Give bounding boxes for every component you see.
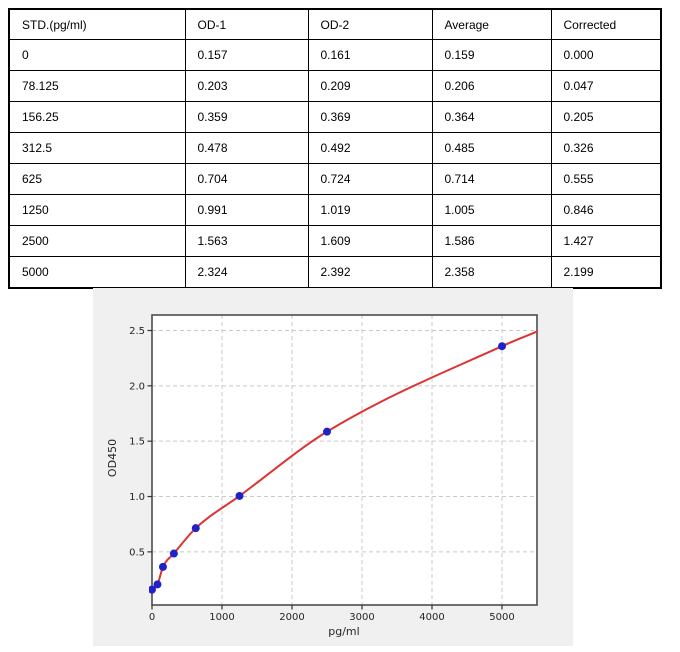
table-cell: 0.485	[431, 132, 552, 164]
table-cell: 0.159	[431, 39, 552, 71]
table-cell: 0.991	[184, 194, 309, 226]
table-cell: 0.205	[550, 101, 662, 133]
header-cell: Corrected	[550, 8, 662, 40]
table-cell: 0.359	[184, 101, 309, 133]
table-cell: 312.5	[8, 132, 186, 164]
table-cell: 625	[8, 163, 186, 195]
table-cell: 1.019	[307, 194, 433, 226]
table-row: 156.25 0.359 0.369 0.364 0.205	[8, 101, 662, 133]
table-cell: 0.492	[307, 132, 433, 164]
table-cell: 0.157	[184, 39, 309, 71]
header-cell: OD-2	[307, 8, 433, 40]
table-cell: 0.206	[431, 70, 552, 102]
table-cell: 156.25	[8, 101, 186, 133]
table-cell: 0.555	[550, 163, 662, 195]
table-cell: 0.369	[307, 101, 433, 133]
table-row: 0 0.157 0.161 0.159 0.000	[8, 39, 662, 71]
table-cell: 78.125	[8, 70, 186, 102]
table-cell: 2.392	[307, 256, 433, 289]
table-cell: 0.724	[307, 163, 433, 195]
table-cell: 0	[8, 39, 186, 71]
table-row: 625 0.704 0.724 0.714 0.555	[8, 163, 662, 195]
table-cell: 5000	[8, 256, 186, 289]
table-cell: 1.005	[431, 194, 552, 226]
svg-text:2000: 2000	[279, 612, 304, 623]
table-cell: 0.209	[307, 70, 433, 102]
table-cell: 0.846	[550, 194, 662, 226]
svg-text:3000: 3000	[349, 612, 374, 623]
table-cell: 0.704	[184, 163, 309, 195]
svg-text:1.0: 1.0	[129, 492, 145, 503]
svg-text:5000: 5000	[489, 612, 514, 623]
table-cell: 2.358	[431, 256, 552, 289]
chart-panel: 0 1000 2000 3000 4000 5000 0.5 1.0 1.5 2.0 2.5 pg/…	[93, 288, 573, 646]
svg-text:1.5: 1.5	[129, 437, 145, 448]
x-axis-label: pg/ml	[328, 625, 359, 638]
table-cell: 0.714	[431, 163, 552, 195]
table-cell: 1.609	[307, 225, 433, 257]
table-cell: 2.199	[550, 256, 662, 289]
svg-text:2.5: 2.5	[129, 326, 145, 337]
table-cell: 1.427	[550, 225, 662, 257]
table-cell: 2500	[8, 225, 186, 257]
table-cell: 0.000	[550, 39, 662, 71]
table-row: 312.5 0.478 0.492 0.485 0.326	[8, 132, 662, 164]
svg-text:4000: 4000	[419, 612, 444, 623]
standards-table: STD.(pg/ml) OD-1 OD-2 Average Corrected 0 0.1…	[8, 8, 662, 289]
table-row: 78.125 0.203 0.209 0.206 0.047	[8, 70, 662, 102]
table-cell: 2.324	[184, 256, 309, 289]
table-cell: 0.326	[550, 132, 662, 164]
header-cell: Average	[431, 8, 552, 40]
svg-text:0: 0	[149, 612, 155, 623]
table-cell: 1.563	[184, 225, 309, 257]
header-cell: OD-1	[184, 8, 309, 40]
y-axis-label: OD450	[106, 439, 119, 477]
table-cell: 1250	[8, 194, 186, 226]
table-cell: 0.161	[307, 39, 433, 71]
table-cell: 0.203	[184, 70, 309, 102]
table-cell: 0.478	[184, 132, 309, 164]
svg-text:0.5: 0.5	[129, 547, 145, 558]
svg-text:1000: 1000	[209, 612, 234, 623]
table-row: 2500 1.563 1.609 1.586 1.427	[8, 225, 662, 257]
header-cell: STD.(pg/ml)	[8, 8, 186, 40]
table-cell: 0.364	[431, 101, 552, 133]
table-header-row: STD.(pg/ml) OD-1 OD-2 Average Corrected	[8, 8, 662, 40]
table-cell: 0.047	[550, 70, 662, 102]
table-row: 1250 0.991 1.019 1.005 0.846	[8, 194, 662, 226]
svg-text:2.0: 2.0	[129, 381, 145, 392]
standard-curve-chart: 0 1000 2000 3000 4000 5000 0.5 1.0 1.5 2.0 2.5 pg/…	[106, 314, 538, 638]
table-cell: 1.586	[431, 225, 552, 257]
table-row: 5000 2.324 2.392 2.358 2.199	[8, 256, 662, 289]
